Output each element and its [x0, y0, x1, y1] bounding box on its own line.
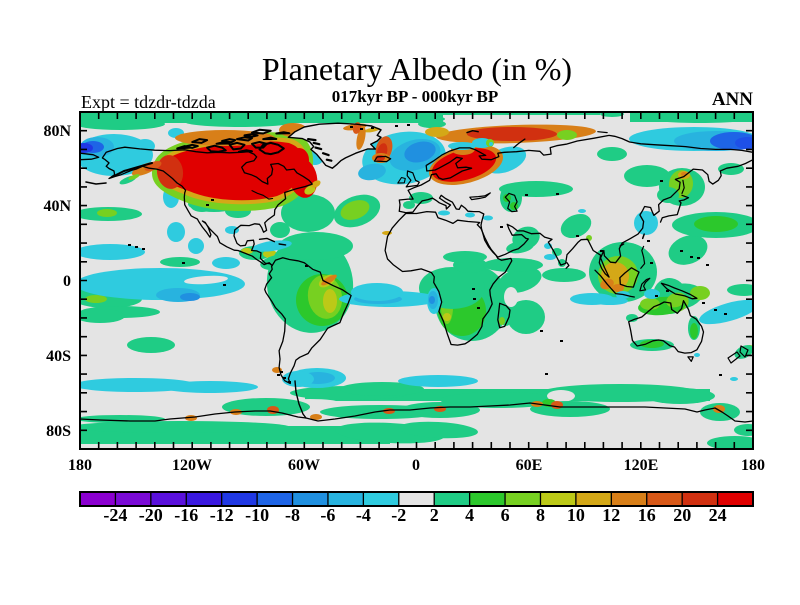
svg-text:80S: 80S	[46, 423, 71, 440]
svg-text:12: 12	[602, 505, 620, 525]
svg-text:017kyr BP - 000kyr BP: 017kyr BP - 000kyr BP	[332, 87, 499, 106]
svg-text:-16: -16	[174, 505, 198, 525]
svg-text:-6: -6	[320, 505, 335, 525]
svg-text:Planetary Albedo (in %): Planetary Albedo (in %)	[262, 51, 572, 87]
svg-text:16: 16	[638, 505, 656, 525]
svg-text:40S: 40S	[46, 348, 71, 365]
svg-text:-10: -10	[245, 505, 269, 525]
svg-text:10: 10	[567, 505, 585, 525]
svg-text:60E: 60E	[516, 457, 543, 474]
svg-text:120W: 120W	[172, 457, 212, 474]
svg-text:80N: 80N	[43, 123, 71, 140]
svg-text:0: 0	[63, 273, 71, 290]
svg-text:2: 2	[430, 505, 439, 525]
svg-text:6: 6	[501, 505, 510, 525]
svg-text:4: 4	[465, 505, 474, 525]
svg-text:-8: -8	[285, 505, 300, 525]
svg-text:40N: 40N	[43, 198, 71, 215]
svg-text:60W: 60W	[288, 457, 320, 474]
svg-text:20: 20	[673, 505, 691, 525]
svg-text:180: 180	[68, 457, 92, 474]
svg-text:-12: -12	[210, 505, 234, 525]
svg-text:-24: -24	[103, 505, 127, 525]
svg-text:Expt = tdzdr-tdzda: Expt = tdzdr-tdzda	[81, 92, 216, 112]
svg-text:-4: -4	[356, 505, 371, 525]
svg-text:ANN: ANN	[712, 89, 753, 110]
svg-text:0: 0	[412, 457, 420, 474]
svg-text:24: 24	[709, 505, 727, 525]
svg-text:180: 180	[741, 457, 765, 474]
svg-text:120E: 120E	[624, 457, 659, 474]
svg-text:8: 8	[536, 505, 545, 525]
svg-text:-2: -2	[391, 505, 406, 525]
svg-text:-20: -20	[139, 505, 163, 525]
